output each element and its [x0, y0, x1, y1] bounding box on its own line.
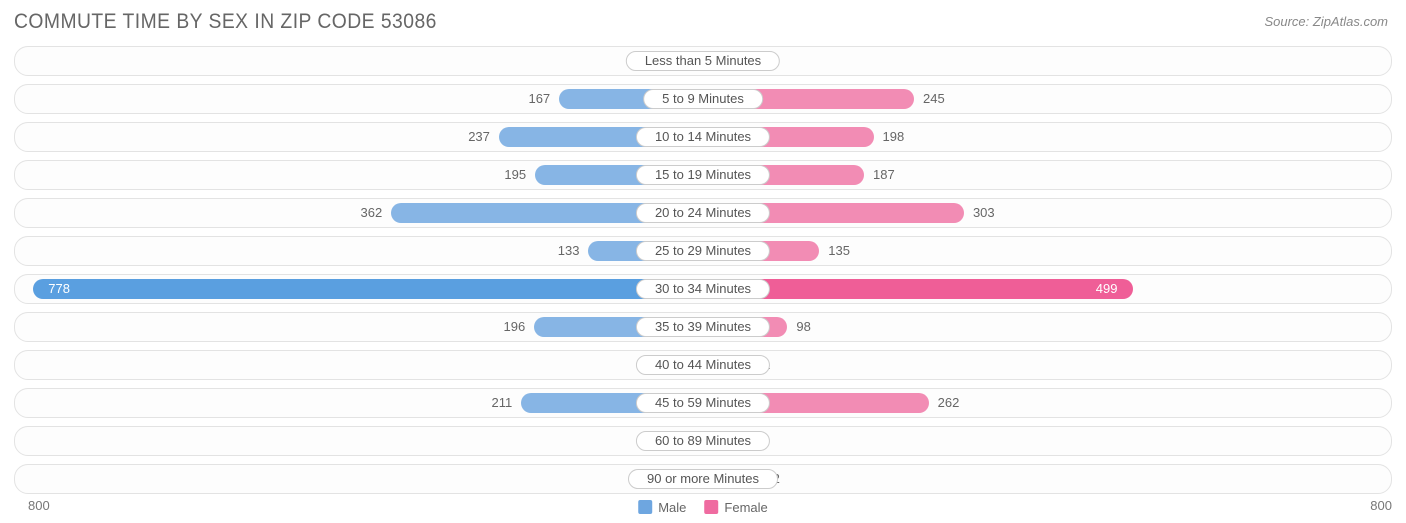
category-label: 60 to 89 Minutes — [636, 431, 770, 451]
table-row: 211 262 45 to 59 Minutes — [14, 388, 1392, 418]
legend-swatch-female — [704, 500, 718, 514]
category-label: 20 to 24 Minutes — [636, 203, 770, 223]
table-row: 195 187 15 to 19 Minutes — [14, 160, 1392, 190]
category-label: 25 to 29 Minutes — [636, 241, 770, 261]
value-male: 778 — [48, 275, 70, 303]
chart-plot-area: 130Less than 5 Minutes 167 245 5 to 9 Minut… — [14, 46, 1392, 476]
chart-title: COMMUTE TIME BY SEX IN ZIP CODE 53086 — [14, 10, 437, 34]
table-row: 466290 or more Minutes — [14, 464, 1392, 494]
table-row: 281760 to 89 Minutes — [14, 426, 1392, 456]
table-row: 237 198 10 to 14 Minutes — [14, 122, 1392, 152]
value-female: 245 — [923, 85, 945, 113]
value-female: 187 — [873, 161, 895, 189]
value-female: 303 — [973, 199, 995, 227]
chart-source: Source: ZipAtlas.com — [1264, 14, 1388, 29]
value-female: 98 — [796, 313, 810, 341]
category-label: 40 to 44 Minutes — [636, 355, 770, 375]
legend-item-male: Male — [638, 500, 686, 515]
legend-swatch-male — [638, 500, 652, 514]
table-row: 133 135 25 to 29 Minutes — [14, 236, 1392, 266]
category-label: 90 or more Minutes — [628, 469, 778, 489]
table-row: 778 499 30 to 34 Minutes — [14, 274, 1392, 304]
table-row: 362 303 20 to 24 Minutes — [14, 198, 1392, 228]
legend-label-male: Male — [658, 500, 686, 515]
category-label: 15 to 19 Minutes — [636, 165, 770, 185]
category-label: 45 to 59 Minutes — [636, 393, 770, 413]
value-female: 499 — [1096, 275, 1118, 303]
value-male: 167 — [528, 85, 550, 113]
value-male: 196 — [504, 313, 526, 341]
value-female: 198 — [883, 123, 905, 151]
legend: Male Female — [638, 500, 768, 515]
category-label: 30 to 34 Minutes — [636, 279, 770, 299]
legend-item-female: Female — [704, 500, 767, 515]
table-row: 130Less than 5 Minutes — [14, 46, 1392, 76]
table-row: 167 245 5 to 9 Minutes — [14, 84, 1392, 114]
category-label: Less than 5 Minutes — [626, 51, 780, 71]
category-label: 5 to 9 Minutes — [643, 89, 763, 109]
value-male: 237 — [468, 123, 490, 151]
value-male: 362 — [361, 199, 383, 227]
value-male: 211 — [492, 389, 513, 417]
table-row: 196 98 35 to 39 Minutes — [14, 312, 1392, 342]
bar-male — [33, 279, 703, 299]
category-label: 35 to 39 Minutes — [636, 317, 770, 337]
value-male: 195 — [504, 161, 526, 189]
legend-label-female: Female — [724, 500, 767, 515]
table-row: 455140 to 44 Minutes — [14, 350, 1392, 380]
category-label: 10 to 14 Minutes — [636, 127, 770, 147]
value-female: 135 — [828, 237, 850, 265]
value-female: 262 — [938, 389, 960, 417]
value-male: 133 — [558, 237, 580, 265]
